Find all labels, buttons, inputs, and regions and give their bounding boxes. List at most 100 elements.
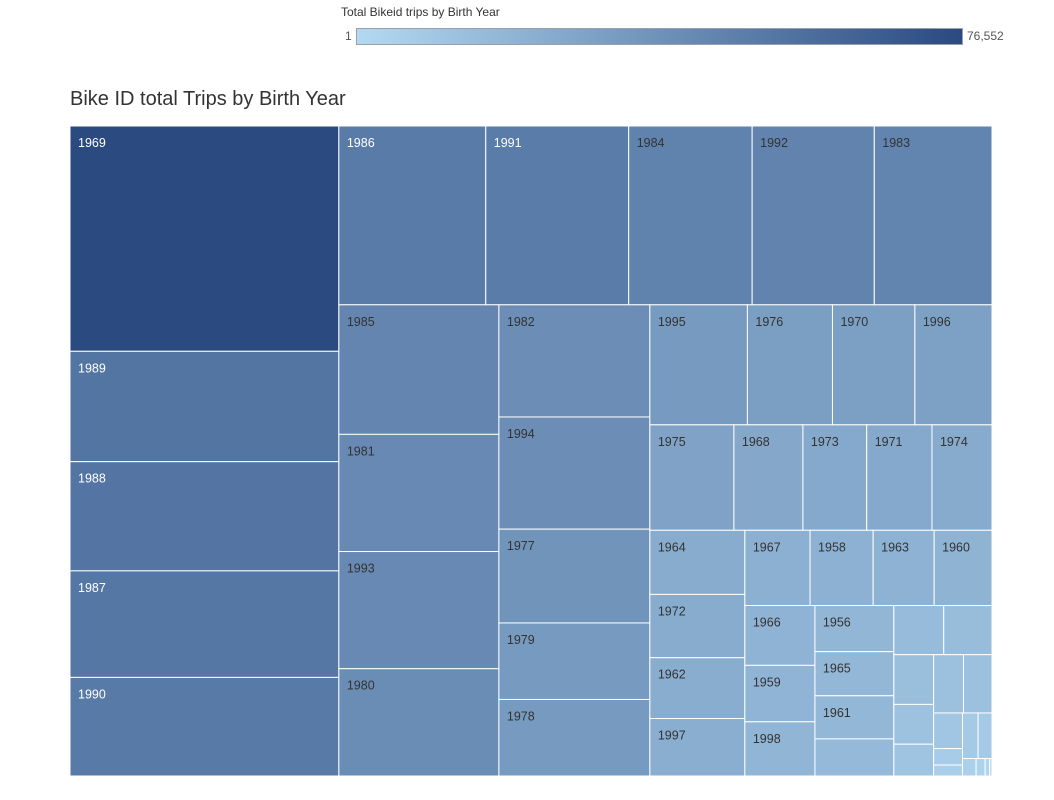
treemap-cell-1980[interactable]: [338, 668, 500, 776]
treemap-cell-1997[interactable]: [649, 718, 746, 776]
treemap-cell-1998[interactable]: [744, 721, 816, 776]
treemap-cell-label: 1984: [637, 136, 665, 150]
treemap-cell-label: 1959: [753, 675, 781, 689]
treemap-cell[interactable]: [984, 758, 991, 776]
treemap-cell-1986[interactable]: [338, 126, 487, 306]
treemap-cell-1972[interactable]: [649, 593, 746, 659]
treemap-cell-label: 1988: [78, 472, 106, 486]
treemap-cell-1993[interactable]: [338, 551, 500, 670]
treemap-cell-1975[interactable]: [649, 424, 735, 531]
treemap-cell-1958[interactable]: [809, 529, 874, 607]
treemap-cell-label: 1967: [753, 540, 781, 554]
treemap-cell-1962[interactable]: [649, 657, 746, 720]
treemap-cell-1991[interactable]: [485, 126, 630, 306]
treemap-cell-1988[interactable]: [70, 461, 340, 572]
treemap-cell-1959[interactable]: [744, 664, 816, 723]
chart-title: Bike ID total Trips by Birth Year: [70, 88, 346, 110]
treemap-cell[interactable]: [962, 654, 992, 714]
treemap-cell[interactable]: [975, 758, 986, 776]
treemap-cell-label: 1977: [507, 539, 535, 553]
treemap-cell-label: 1996: [923, 315, 951, 329]
treemap-cell[interactable]: [943, 605, 992, 656]
treemap-cell-label: 1966: [753, 616, 781, 630]
treemap-cell-1973[interactable]: [802, 424, 868, 531]
treemap-cell-1965[interactable]: [814, 651, 895, 697]
treemap-cell-label: 1979: [507, 633, 535, 647]
treemap-cell-label: 1993: [347, 562, 375, 576]
treemap-cell-label: 1995: [658, 315, 686, 329]
treemap-cell-1976[interactable]: [746, 304, 833, 426]
treemap-cell-1987[interactable]: [70, 570, 340, 678]
treemap-cell-label: 1971: [875, 435, 903, 449]
treemap-cell[interactable]: [893, 605, 945, 656]
treemap-cell[interactable]: [933, 712, 963, 750]
treemap-cell[interactable]: [814, 738, 895, 776]
treemap-cell-label: 1997: [658, 729, 686, 743]
treemap-chart: 1969 1989 1988 1987 1990 1986 1991 1984 1992 1983…: [70, 126, 992, 776]
treemap-cell-label: 1983: [882, 136, 910, 150]
treemap-cell-1982[interactable]: [498, 304, 651, 418]
treemap-cell-label: 1963: [881, 540, 909, 554]
treemap-cell-label: 1962: [658, 668, 686, 682]
treemap-cell-label: 1991: [494, 136, 522, 150]
treemap-cell-label: 1981: [347, 444, 375, 458]
treemap-cell-label: 1985: [347, 315, 375, 329]
treemap-cell-1979[interactable]: [498, 622, 651, 700]
treemap-cell-1960[interactable]: [933, 529, 992, 607]
treemap-cell-label: 1958: [818, 540, 846, 554]
treemap-cell-1989[interactable]: [70, 350, 340, 463]
treemap-cell-1978[interactable]: [498, 698, 651, 776]
treemap-cell-1985[interactable]: [338, 304, 500, 435]
treemap-cell-1990[interactable]: [70, 676, 340, 776]
treemap-cell-label: 1965: [823, 662, 851, 676]
treemap-cell-label: 1992: [760, 136, 788, 150]
treemap-cell-label: 1964: [658, 540, 686, 554]
treemap-cell-label: 1972: [658, 604, 686, 618]
treemap-cell-1964[interactable]: [649, 529, 746, 595]
treemap-cell-label: 1956: [823, 616, 851, 630]
legend-max-label: 76,552: [967, 29, 1004, 43]
treemap-cell-1984[interactable]: [628, 126, 753, 306]
treemap-cell-label: 1975: [658, 435, 686, 449]
treemap-cell-label: 1982: [507, 315, 535, 329]
treemap-cell-label: 1973: [811, 435, 839, 449]
treemap-cell-label: 1994: [507, 427, 535, 441]
treemap-cell-label: 1970: [840, 315, 868, 329]
legend-min-label: 1: [345, 29, 352, 43]
treemap-cell-1992[interactable]: [751, 126, 875, 306]
treemap-cell-label: 1989: [78, 361, 106, 375]
treemap-cell-label: 1960: [942, 540, 970, 554]
treemap-cell-label: 1976: [755, 315, 783, 329]
treemap-cell-1956[interactable]: [814, 605, 895, 653]
treemap-cell-1971[interactable]: [866, 424, 933, 531]
treemap-cell-1981[interactable]: [338, 433, 500, 553]
treemap-cell-1969[interactable]: [70, 126, 340, 352]
treemap-cell-label: 1980: [347, 679, 375, 693]
treemap-cell-1996[interactable]: [914, 304, 992, 426]
treemap-cell-label: 1978: [507, 709, 535, 723]
treemap-cell-label: 1961: [823, 706, 851, 720]
treemap-cell-1970[interactable]: [831, 304, 916, 426]
treemap-cell-label: 1986: [347, 136, 375, 150]
treemap-cell-label: 1969: [78, 136, 106, 150]
treemap-cell-1966[interactable]: [744, 605, 816, 666]
treemap-cell-1995[interactable]: [649, 304, 748, 426]
legend-color-bar: [356, 28, 963, 45]
treemap-cell[interactable]: [893, 743, 935, 776]
treemap-cell-label: 1998: [753, 732, 781, 746]
treemap-cell[interactable]: [961, 712, 979, 760]
treemap-cell[interactable]: [961, 758, 977, 776]
treemap-cell-1994[interactable]: [498, 416, 651, 530]
treemap-cell-label: 1968: [742, 435, 770, 449]
treemap-cell-label: 1974: [940, 435, 968, 449]
treemap-cell-label: 1987: [78, 581, 106, 595]
treemap-cell[interactable]: [893, 703, 935, 745]
treemap-cell[interactable]: [977, 712, 992, 760]
treemap-cell-1983[interactable]: [873, 126, 992, 306]
treemap-cell[interactable]: [933, 764, 963, 776]
legend-title: Total Bikeid trips by Birth Year: [341, 5, 500, 19]
treemap-cell-label: 1990: [78, 687, 106, 701]
treemap-cell[interactable]: [933, 654, 964, 714]
treemap-cell[interactable]: [933, 748, 963, 766]
treemap-cell[interactable]: [893, 654, 935, 705]
